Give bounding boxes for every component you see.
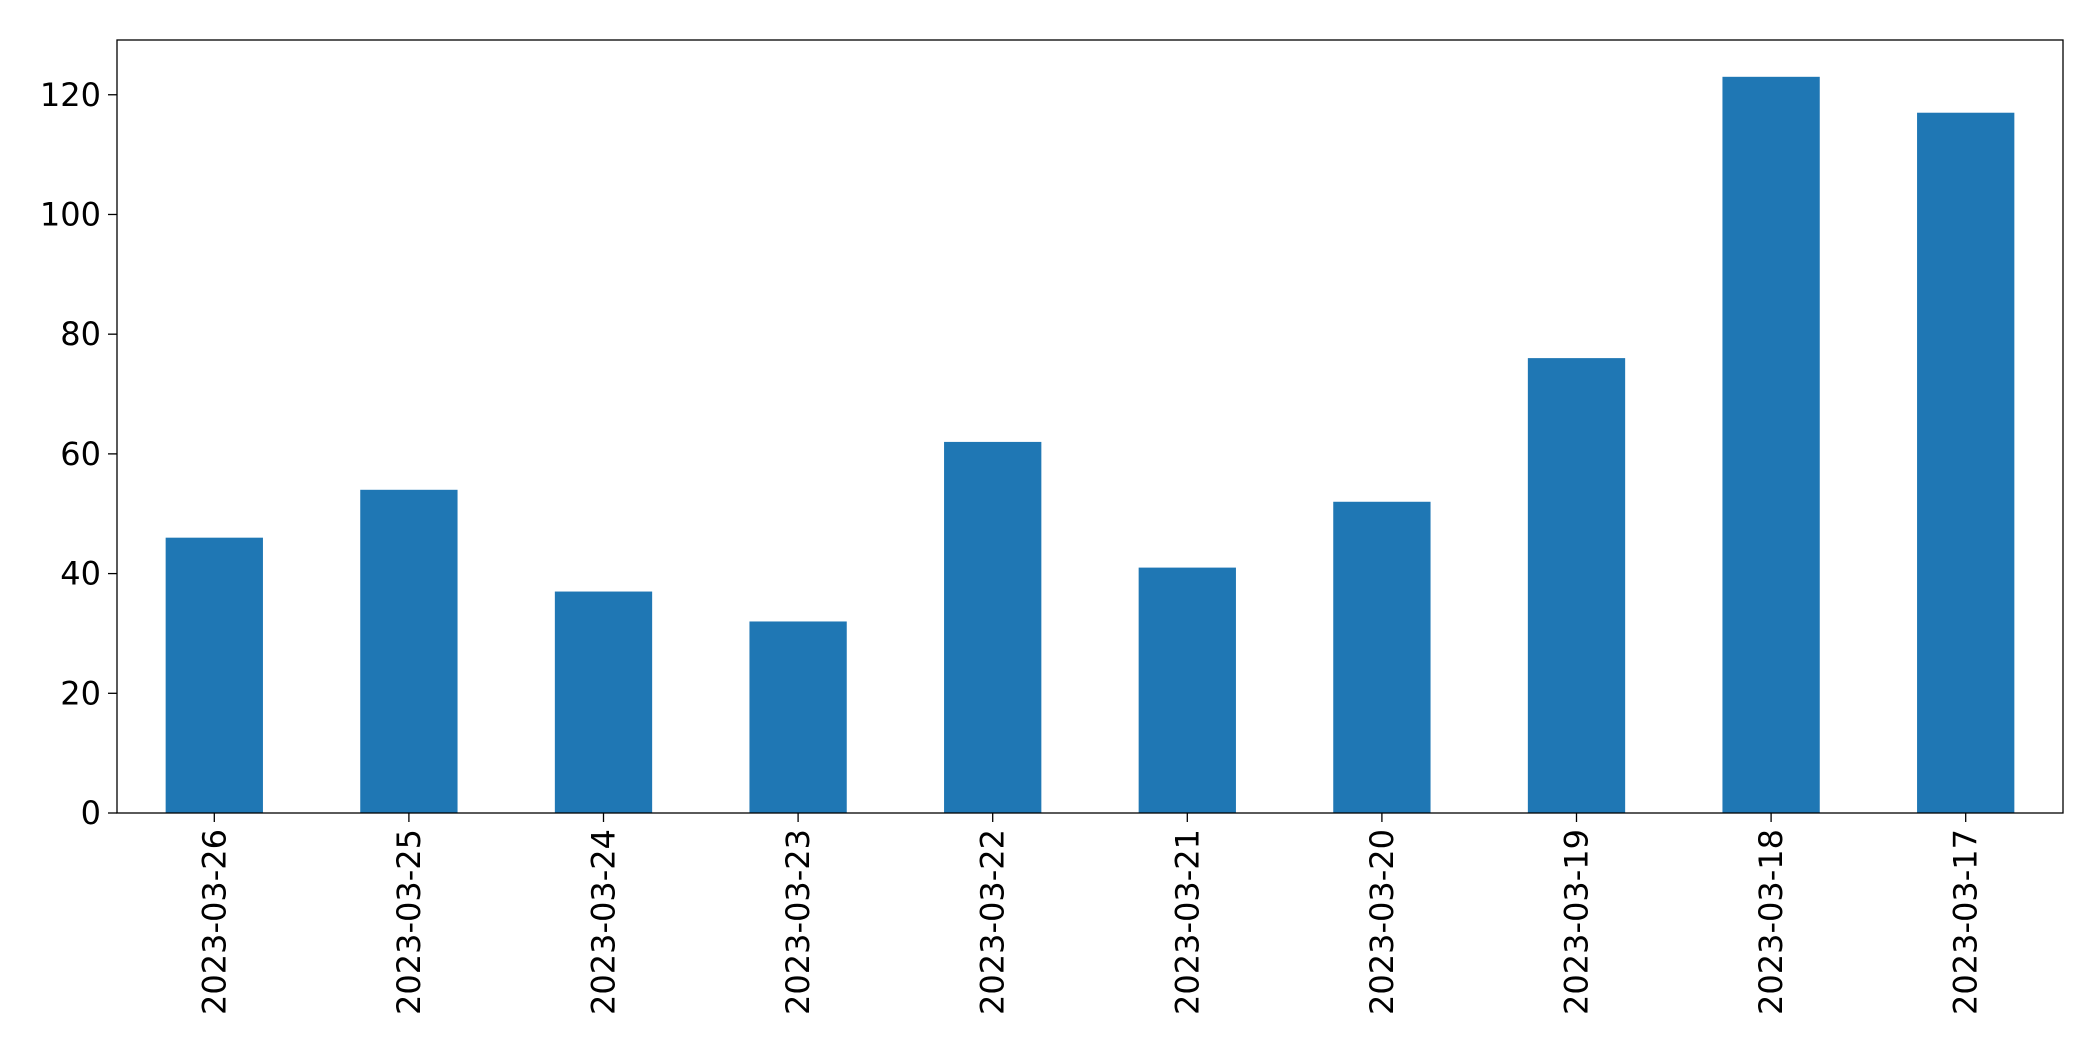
bar: [1917, 112, 2015, 813]
bar: [1527, 358, 1626, 813]
x-tick-label: 2023-03-26: [195, 829, 233, 1015]
y-tick-label: 40: [60, 555, 101, 593]
bar: [165, 537, 263, 813]
y-tick-label: 100: [40, 195, 101, 233]
bar: [360, 489, 458, 813]
bar: [1722, 76, 1820, 814]
y-tick-label: 80: [60, 315, 101, 353]
x-tick-label: 2023-03-25: [390, 829, 428, 1015]
bar: [749, 621, 847, 813]
x-tick-label: 2023-03-23: [779, 829, 817, 1015]
x-tick-label: 2023-03-18: [1752, 829, 1790, 1015]
bar: [1138, 567, 1236, 813]
y-tick-label: 20: [60, 674, 101, 712]
bar: [1333, 501, 1431, 813]
x-tick-label: 2023-03-21: [1168, 829, 1206, 1015]
x-tick-label: 2023-03-20: [1363, 829, 1401, 1015]
x-tick-label: 2023-03-24: [585, 829, 623, 1015]
bar: [554, 591, 653, 813]
plot-frame: [116, 39, 2064, 814]
bar: [944, 441, 1042, 813]
y-tick-label: 0: [81, 794, 101, 832]
y-tick-label: 120: [40, 76, 101, 114]
x-tick-label: 2023-03-22: [974, 829, 1012, 1015]
y-tick-label: 60: [60, 435, 101, 473]
x-tick-label: 2023-03-19: [1558, 829, 1596, 1015]
x-tick-label: 2023-03-17: [1947, 829, 1985, 1015]
